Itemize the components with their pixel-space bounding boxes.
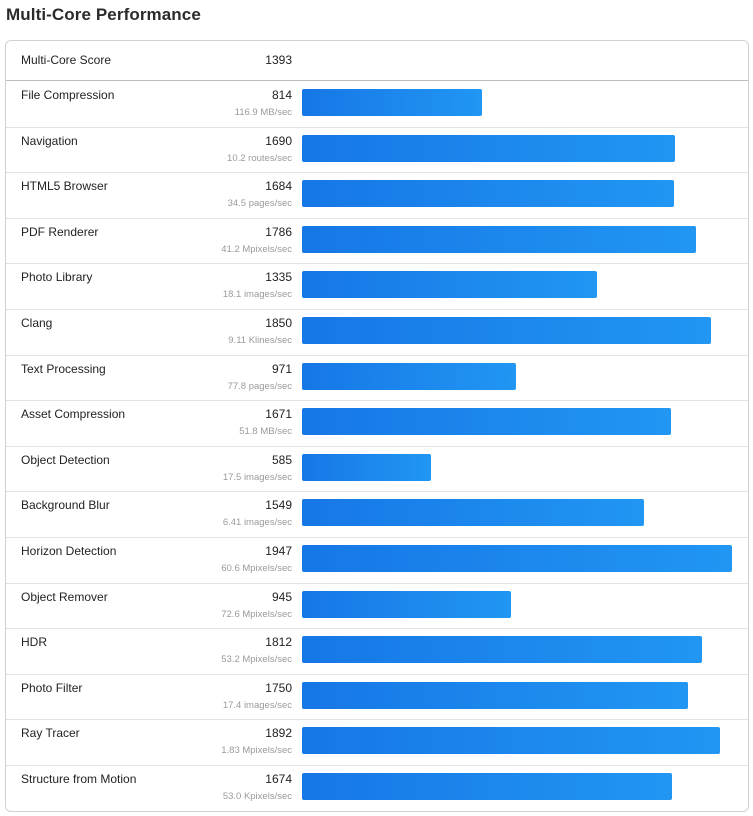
benchmark-name: Structure from Motion bbox=[21, 772, 137, 786]
benchmark-name: Navigation bbox=[21, 133, 78, 148]
benchmark-score: 1549 bbox=[265, 498, 292, 513]
benchmark-score: 585 bbox=[271, 452, 292, 467]
benchmark-name: Horizon Detection bbox=[21, 544, 117, 558]
benchmark-rate: 34.5 pages/sec bbox=[227, 198, 292, 210]
benchmark-name: Background Blur bbox=[21, 498, 110, 513]
results-panel: Multi-Core Score 1393 File Compression 81… bbox=[5, 40, 749, 812]
benchmark-score: 814 bbox=[271, 88, 292, 102]
benchmark-row: HTML5 Browser 1684 34.5 pages/sec bbox=[6, 172, 748, 219]
multi-core-score-value: 1393 bbox=[265, 53, 292, 67]
benchmark-score: 1690 bbox=[265, 133, 292, 148]
benchmark-name: Clang bbox=[21, 316, 53, 330]
benchmark-name: Photo Filter bbox=[21, 680, 83, 695]
benchmark-row: File Compression 814 116.9 MB/sec bbox=[6, 81, 748, 128]
benchmark-name: PDF Renderer bbox=[21, 224, 99, 239]
benchmark-name: Ray Tracer bbox=[21, 726, 80, 741]
benchmark-row: Photo Library 1335 18.1 images/sec bbox=[6, 263, 748, 310]
benchmark-rate: 18.1 images/sec bbox=[222, 289, 292, 301]
benchmark-bar bbox=[302, 773, 672, 800]
benchmark-row: Object Remover 945 72.6 Mpixels/sec bbox=[6, 583, 748, 630]
benchmark-bar bbox=[302, 545, 732, 572]
benchmark-rate: 77.8 pages/sec bbox=[227, 380, 292, 392]
benchmark-rate: 116.9 MB/sec bbox=[234, 107, 292, 118]
benchmark-score: 971 bbox=[271, 361, 292, 376]
benchmark-row: Horizon Detection 1947 60.6 Mpixels/sec bbox=[6, 537, 748, 584]
benchmark-rate: 17.5 images/sec bbox=[222, 471, 292, 483]
benchmark-score: 1671 bbox=[265, 407, 292, 422]
benchmark-bar bbox=[302, 590, 511, 618]
benchmark-bar bbox=[302, 134, 675, 162]
benchmark-score: 1812 bbox=[265, 635, 292, 650]
page-title: Multi-Core Performance bbox=[6, 5, 201, 24]
benchmark-row: Object Detection 585 17.5 images/sec bbox=[6, 446, 748, 493]
benchmark-name: File Compression bbox=[21, 88, 115, 102]
benchmark-row: Clang 1850 9.11 Klines/sec bbox=[6, 309, 748, 356]
benchmark-rate: 17.4 images/sec bbox=[222, 699, 292, 711]
benchmark-bar bbox=[302, 681, 688, 709]
benchmark-name: HTML5 Browser bbox=[21, 179, 108, 194]
multi-core-score-label: Multi-Core Score bbox=[21, 53, 112, 67]
benchmark-row: Background Blur 1549 6.41 images/sec bbox=[6, 491, 748, 538]
benchmark-rate: 1.83 Mpixels/sec bbox=[221, 745, 292, 757]
benchmark-score: 945 bbox=[271, 589, 292, 604]
benchmark-score: 1786 bbox=[265, 224, 292, 239]
benchmark-score: 1850 bbox=[265, 316, 292, 330]
benchmark-row: Ray Tracer 1892 1.83 Mpixels/sec bbox=[6, 719, 748, 766]
benchmark-bar bbox=[302, 271, 597, 299]
benchmark-score: 1892 bbox=[265, 726, 292, 741]
benchmark-bar bbox=[302, 89, 482, 116]
multi-core-score-row: Multi-Core Score 1393 bbox=[6, 41, 748, 81]
benchmark-rate: 51.8 MB/sec bbox=[239, 426, 292, 438]
benchmark-bar bbox=[302, 727, 720, 755]
benchmark-rate: 60.6 Mpixels/sec bbox=[221, 563, 292, 574]
benchmark-name: Asset Compression bbox=[21, 407, 126, 422]
benchmark-score: 1684 bbox=[265, 179, 292, 194]
benchmark-bar bbox=[302, 453, 431, 481]
benchmark-name: Photo Library bbox=[21, 270, 93, 285]
benchmark-row: PDF Renderer 1786 41.2 Mpixels/sec bbox=[6, 218, 748, 265]
benchmark-name: Object Detection bbox=[21, 452, 110, 467]
benchmark-bar bbox=[302, 180, 674, 208]
benchmark-score: 1335 bbox=[265, 270, 292, 285]
benchmark-rate: 10.2 routes/sec bbox=[227, 152, 292, 164]
benchmark-row: Photo Filter 1750 17.4 images/sec bbox=[6, 674, 748, 721]
benchmark-row: Text Processing 971 77.8 pages/sec bbox=[6, 355, 748, 402]
benchmark-rate: 53.2 Mpixels/sec bbox=[221, 654, 292, 666]
benchmark-rate: 41.2 Mpixels/sec bbox=[221, 243, 292, 255]
benchmark-score: 1674 bbox=[265, 772, 292, 786]
benchmark-name: Text Processing bbox=[21, 361, 106, 376]
benchmark-row: Asset Compression 1671 51.8 MB/sec bbox=[6, 400, 748, 447]
benchmark-score: 1947 bbox=[265, 544, 292, 558]
benchmark-row: Structure from Motion 1674 53.0 Kpixels/se… bbox=[6, 765, 748, 811]
benchmark-row: HDR 1812 53.2 Mpixels/sec bbox=[6, 628, 748, 675]
benchmark-rate: 72.6 Mpixels/sec bbox=[221, 608, 292, 620]
benchmark-rate: 9.11 Klines/sec bbox=[228, 335, 292, 346]
benchmark-bar bbox=[302, 362, 516, 390]
benchmark-rate: 53.0 Kpixels/sec bbox=[222, 791, 292, 802]
benchmark-bar bbox=[302, 499, 644, 527]
benchmark-name: Object Remover bbox=[21, 589, 108, 604]
benchmark-bar bbox=[302, 225, 696, 253]
benchmark-bar bbox=[302, 408, 671, 436]
benchmark-rate: 6.41 images/sec bbox=[222, 517, 292, 529]
benchmark-bar bbox=[302, 317, 711, 344]
benchmark-score: 1750 bbox=[265, 680, 292, 695]
benchmark-name: HDR bbox=[21, 635, 47, 650]
benchmark-bar bbox=[302, 636, 702, 664]
benchmark-row: Navigation 1690 10.2 routes/sec bbox=[6, 127, 748, 174]
